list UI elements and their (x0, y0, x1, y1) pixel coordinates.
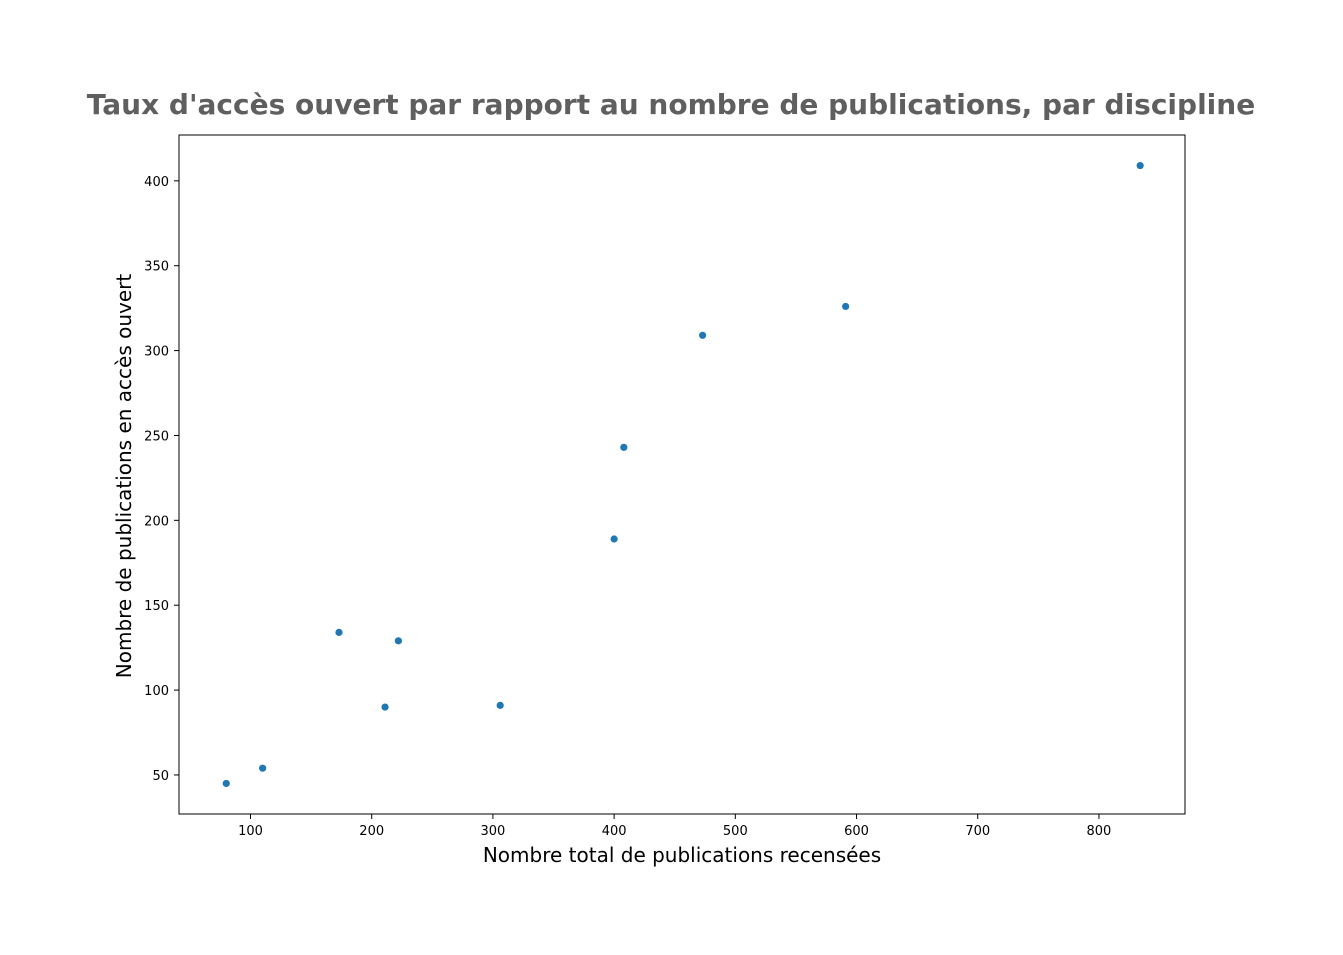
chart-title: Taux d'accès ouvert par rapport au nombr… (87, 88, 1255, 121)
data-point (699, 331, 707, 339)
data-point (381, 703, 389, 711)
x-tick-label: 300 (481, 824, 506, 839)
x-tick-label: 800 (1087, 824, 1112, 839)
y-tick-label: 350 (144, 260, 169, 275)
data-point (620, 443, 628, 451)
data-point (1136, 161, 1144, 170)
y-axis-ticks: 50 100 150 200 250 300 350 400 (144, 175, 179, 784)
data-point (496, 701, 504, 709)
y-axis-label: Nombre de publications en accès ouvert (112, 274, 136, 679)
y-tick-label: 50 (152, 769, 169, 784)
x-axis-label: Nombre total de publications recensées (483, 843, 881, 867)
data-point (259, 764, 267, 772)
y-tick-label: 150 (144, 599, 169, 614)
x-tick-label: 500 (723, 824, 748, 839)
data-point (394, 637, 402, 645)
data-point (610, 535, 618, 543)
x-tick-label: 600 (844, 824, 869, 839)
y-tick-label: 400 (144, 175, 169, 190)
data-points (222, 161, 1144, 788)
x-tick-label: 200 (359, 824, 384, 839)
y-tick-label: 100 (144, 684, 169, 699)
y-tick-label: 200 (144, 514, 169, 529)
data-point (222, 779, 230, 788)
plot-area-frame (178, 134, 1186, 815)
x-axis-ticks: 100 200 300 400 500 600 700 800 (238, 814, 1111, 839)
data-point (842, 302, 850, 311)
y-tick-label: 300 (144, 345, 169, 360)
data-point (335, 628, 343, 636)
x-tick-label: 100 (238, 824, 263, 839)
y-tick-label: 250 (144, 429, 169, 444)
x-tick-label: 700 (965, 824, 990, 839)
x-tick-label: 400 (602, 824, 627, 839)
